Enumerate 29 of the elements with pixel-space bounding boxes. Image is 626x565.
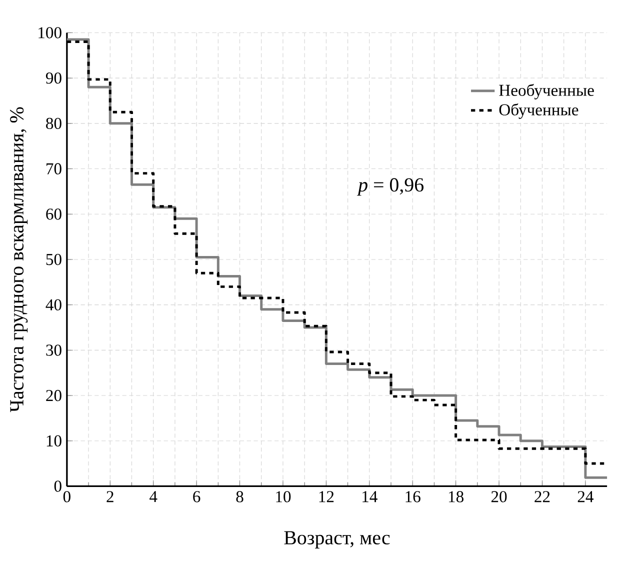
x-tick-label: 16 [406, 491, 420, 502]
legend-label: Необученные [499, 84, 594, 100]
y-tick-label: 40 [46, 299, 62, 310]
annotation: p = 0,96 [356, 178, 424, 196]
y-tick-label: 90 [46, 72, 62, 84]
y-tick-label: 70 [46, 163, 62, 174]
x-tick-label: 18 [448, 491, 464, 502]
y-tick-label: 10 [46, 435, 62, 446]
x-tick-label: 24 [578, 491, 594, 502]
x-tick-label: 20 [491, 491, 507, 502]
y-tick-label: 50 [46, 254, 62, 266]
y-tick-label: 80 [46, 118, 62, 130]
x-tick-label: 6 [193, 491, 200, 502]
y-tick-label: 20 [46, 390, 62, 402]
legend-label: Обученные [499, 103, 578, 119]
x-tick-label: 0 [63, 491, 70, 502]
y-tick-label: 60 [46, 208, 62, 220]
x-tick-label: 2 [106, 491, 114, 502]
x-tick-label: 8 [236, 491, 244, 502]
x-axis-title: Возраст, мес [284, 531, 390, 548]
y-tick-label: 100 [38, 27, 62, 38]
x-tick-label: 4 [150, 491, 158, 502]
y-tick-label: 0 [54, 480, 62, 492]
y-tick-label: 30 [46, 344, 62, 356]
y-axis-title: Частота грудного вскармливания, % [10, 107, 28, 412]
x-tick-label: 14 [362, 491, 378, 502]
x-tick-label: 10 [276, 491, 291, 502]
x-tick-label: 22 [534, 491, 550, 502]
x-tick-label: 12 [319, 491, 334, 502]
